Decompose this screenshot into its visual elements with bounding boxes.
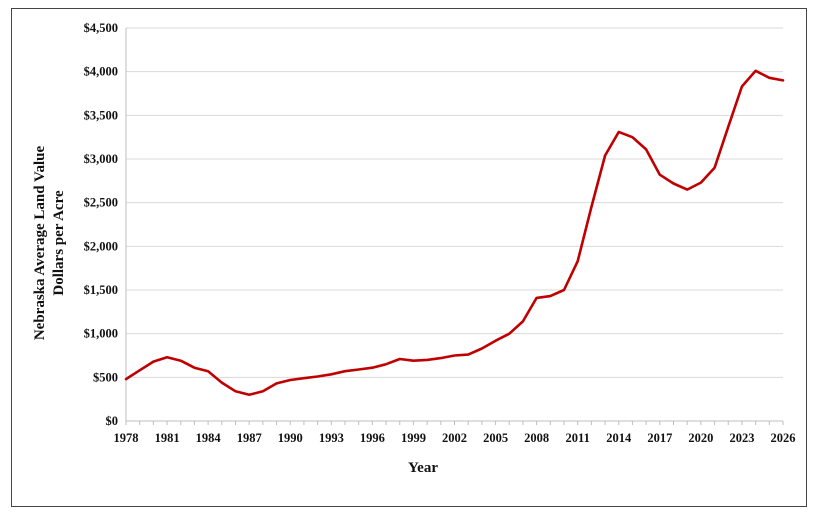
x-tick-label: 2017 bbox=[647, 431, 672, 445]
data-point bbox=[125, 378, 127, 380]
x-tick-label: 1993 bbox=[319, 431, 344, 445]
data-point bbox=[768, 77, 770, 79]
x-tick-label: 1996 bbox=[360, 431, 385, 445]
data-point bbox=[152, 360, 154, 362]
data-point bbox=[275, 382, 277, 384]
x-tick-label: 2005 bbox=[483, 431, 508, 445]
data-point bbox=[700, 181, 702, 183]
data-point bbox=[453, 354, 455, 356]
data-point bbox=[576, 260, 578, 262]
data-point bbox=[618, 131, 620, 133]
y-tick-label: $2,500 bbox=[84, 196, 118, 210]
data-point bbox=[741, 85, 743, 87]
data-point bbox=[563, 289, 565, 291]
data-point bbox=[522, 320, 524, 322]
data-point bbox=[549, 295, 551, 297]
x-tick-label: 2008 bbox=[524, 431, 549, 445]
data-point bbox=[385, 363, 387, 365]
data-point bbox=[316, 375, 318, 377]
data-point bbox=[727, 125, 729, 127]
x-tick-label: 2026 bbox=[771, 431, 796, 445]
x-tick-label: 1981 bbox=[155, 431, 180, 445]
data-point bbox=[289, 379, 291, 381]
data-point bbox=[590, 206, 592, 208]
data-point bbox=[631, 136, 633, 138]
data-point bbox=[330, 373, 332, 375]
x-axis-title: Year bbox=[408, 460, 438, 476]
data-point bbox=[659, 174, 661, 176]
y-tick-labels: $0 $500 $1,000 $1,500 $2,000 $2,500 $3,000 $3,5… bbox=[84, 21, 118, 428]
x-tick-label: 1999 bbox=[401, 431, 426, 445]
x-tick-label: 1978 bbox=[114, 431, 139, 445]
x-tick-label: 2014 bbox=[606, 431, 632, 445]
data-point bbox=[535, 297, 537, 299]
data-point bbox=[426, 359, 428, 361]
x-tick-label: 2020 bbox=[688, 431, 713, 445]
y-tick-label: $3,000 bbox=[84, 152, 118, 166]
data-point bbox=[782, 79, 784, 81]
y-tick-label: $4,000 bbox=[84, 65, 118, 79]
data-point bbox=[166, 356, 168, 358]
data-point bbox=[440, 357, 442, 359]
data-point bbox=[494, 339, 496, 341]
x-tick-label: 1987 bbox=[237, 431, 262, 445]
y-tick-label: $0 bbox=[106, 414, 119, 428]
data-point bbox=[207, 370, 209, 372]
y-tick-label: $3,500 bbox=[84, 108, 118, 122]
data-point bbox=[180, 360, 182, 362]
data-point bbox=[138, 369, 140, 371]
data-point bbox=[481, 347, 483, 349]
data-point bbox=[344, 370, 346, 372]
data-point bbox=[248, 394, 250, 396]
data-point bbox=[357, 368, 359, 370]
x-tick-labels: 1978 1981 1984 1987 1990 1993 1996 1999 2002 2005… bbox=[114, 431, 796, 445]
data-point bbox=[754, 70, 756, 72]
y-tick-label: $1,500 bbox=[84, 283, 118, 297]
data-point bbox=[508, 332, 510, 334]
series-land-value bbox=[124, 69, 785, 397]
x-tick-label: 1984 bbox=[196, 431, 222, 445]
axes bbox=[125, 28, 784, 425]
x-tick-label: 2002 bbox=[442, 431, 467, 445]
data-point bbox=[604, 154, 606, 156]
data-point bbox=[221, 381, 223, 383]
y-tick-label: $1,000 bbox=[84, 327, 118, 341]
data-point bbox=[234, 390, 236, 392]
data-point bbox=[371, 367, 373, 369]
data-point bbox=[399, 358, 401, 360]
chart-frame bbox=[11, 8, 807, 507]
y-tick-label: $500 bbox=[93, 370, 118, 384]
y-tick-label: $4,500 bbox=[84, 21, 118, 35]
data-point bbox=[686, 188, 688, 190]
data-point bbox=[193, 367, 195, 369]
y-tick-label: $2,000 bbox=[84, 239, 118, 253]
data-point bbox=[467, 353, 469, 355]
x-tick-label: 2011 bbox=[566, 431, 590, 445]
data-point bbox=[713, 167, 715, 169]
y-axis-title: Nebraska Average Land Value Dollars per … bbox=[32, 145, 67, 340]
data-point bbox=[672, 182, 674, 184]
data-point bbox=[303, 377, 305, 379]
gridlines bbox=[126, 27, 783, 378]
data-point bbox=[262, 390, 264, 392]
data-point bbox=[412, 360, 414, 362]
y-axis-title-line-2: Dollars per Acre bbox=[51, 190, 67, 296]
series-line bbox=[124, 69, 785, 397]
data-point bbox=[645, 148, 647, 150]
x-tick-label: 2023 bbox=[729, 431, 754, 445]
x-tick-label: 1990 bbox=[278, 431, 303, 445]
y-axis-title-line-1: Nebraska Average Land Value bbox=[32, 145, 48, 340]
